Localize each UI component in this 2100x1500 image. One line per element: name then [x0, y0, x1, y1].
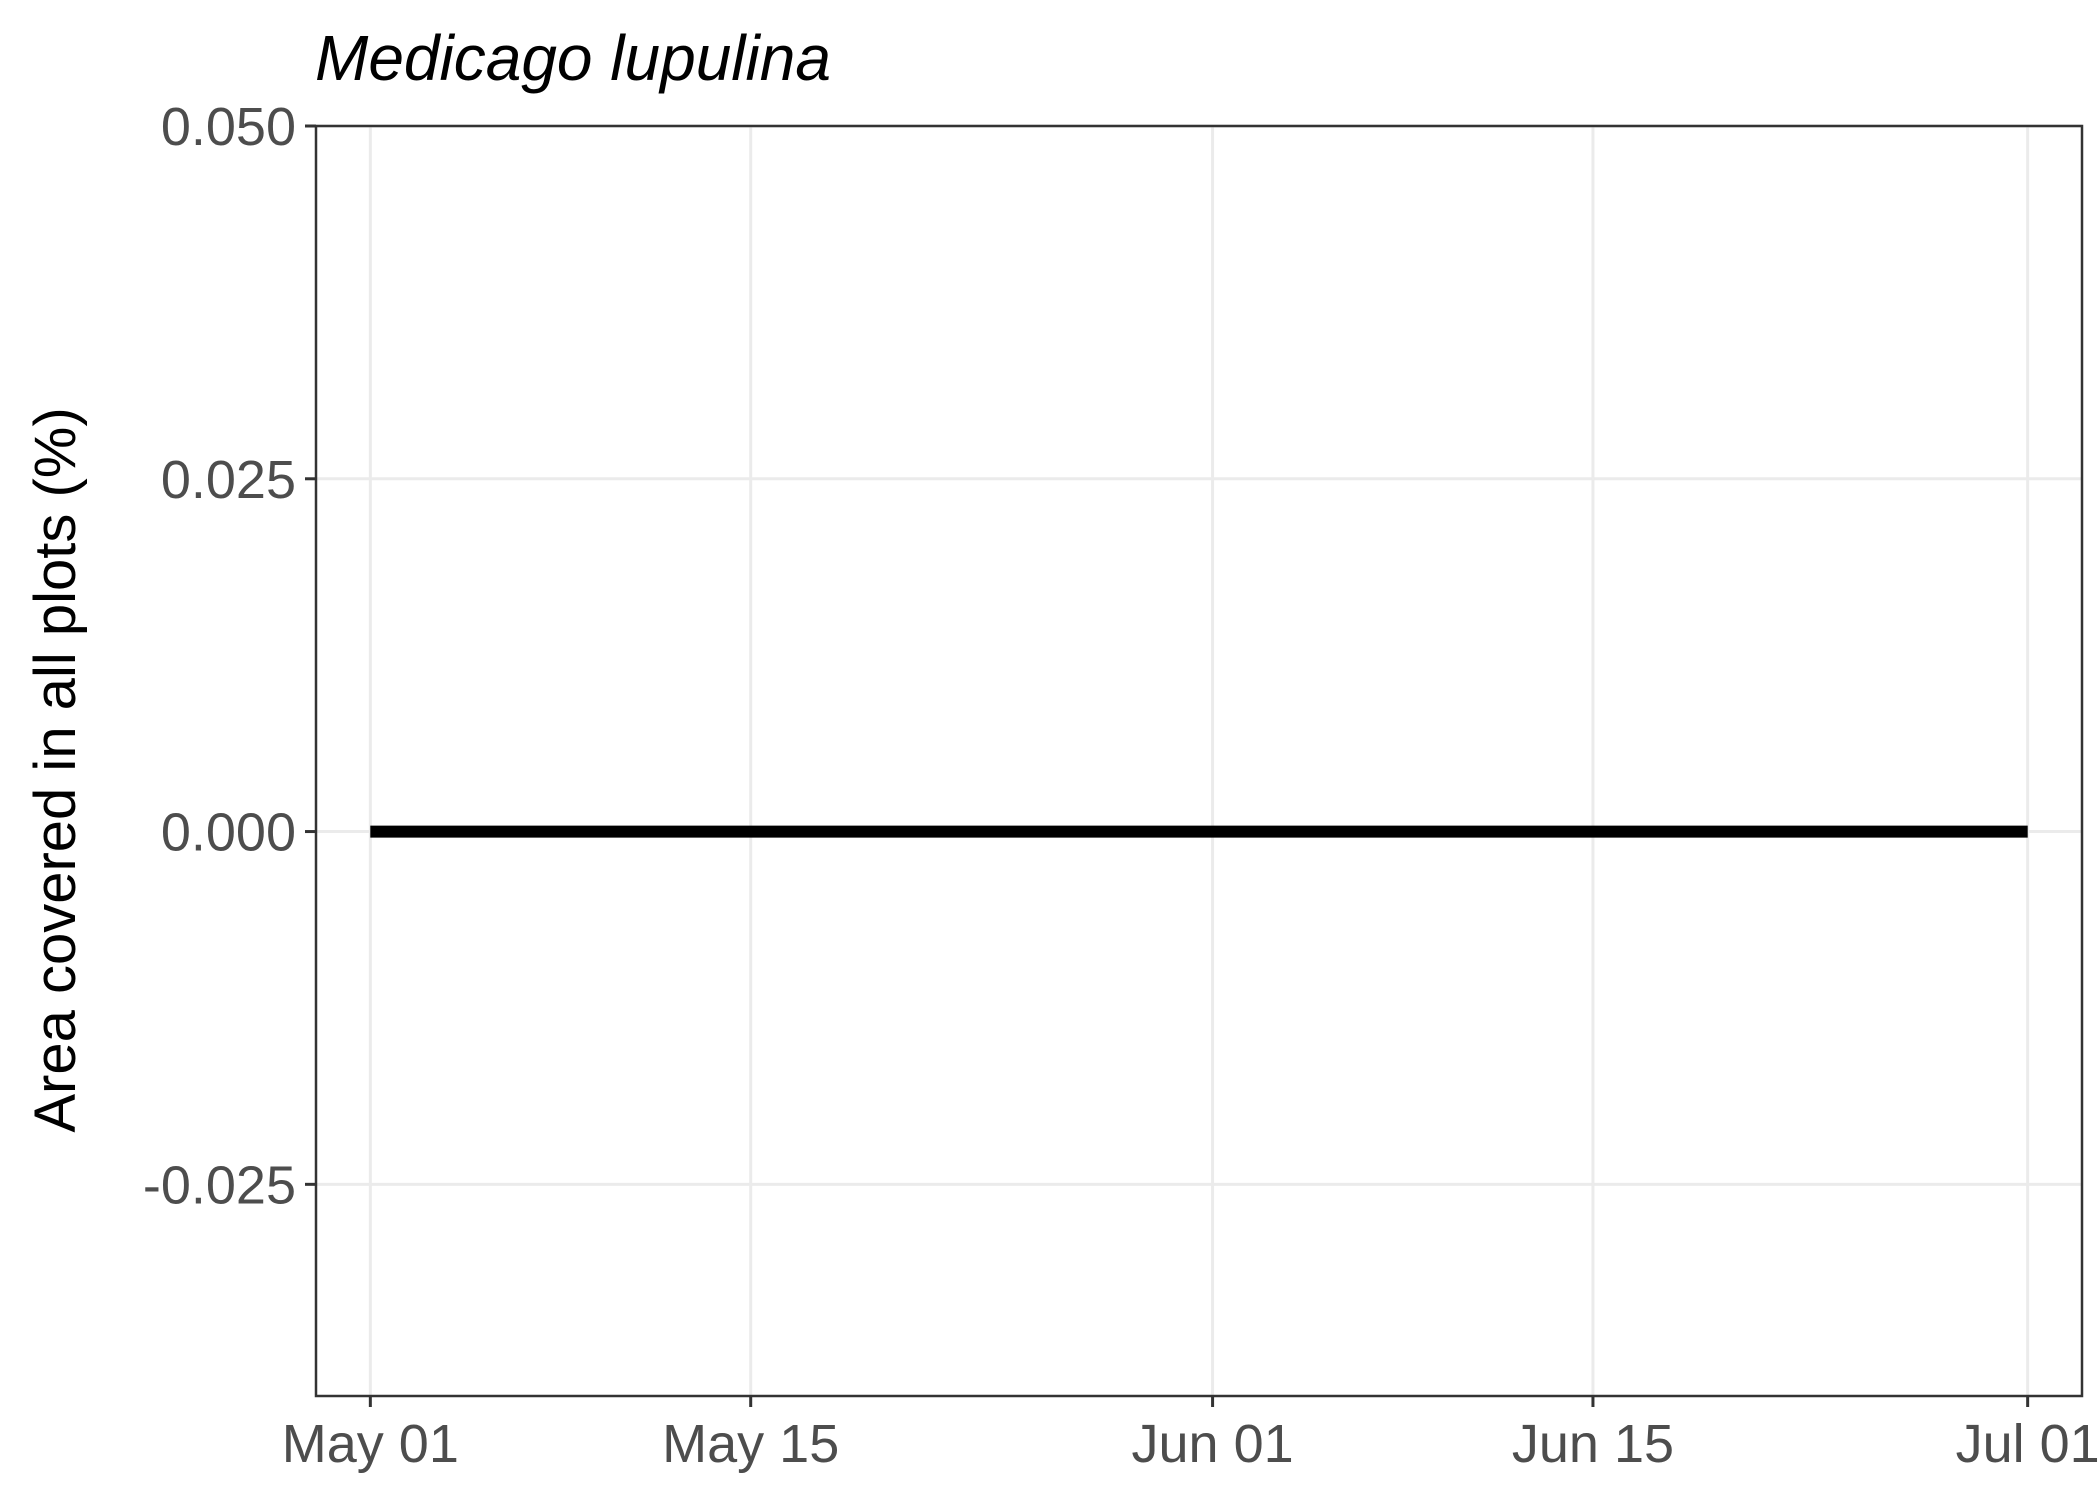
plot-panel-border [314, 124, 2084, 1398]
y-tick-label: -0.025 [143, 1155, 296, 1215]
x-tick-label: Jul 01 [1956, 1414, 2100, 1474]
x-tick-label: May 15 [662, 1414, 839, 1474]
gridlines [316, 124, 2082, 1396]
tick-labels: 0.050 0.025 0.000 -0.025 May 01 May 15 Jun 01 J… [143, 97, 2100, 1474]
x-tick-label: May 01 [282, 1414, 459, 1474]
y-tick-label: 0.000 [161, 803, 296, 863]
y-tick-label: 0.050 [161, 97, 296, 157]
y-tick-label: 0.025 [161, 450, 296, 510]
axis-ticks [305, 124, 2030, 1407]
x-tick-label: Jun 01 [1132, 1414, 1294, 1474]
chart-title: Medicago lupulina [315, 22, 831, 94]
x-tick-label: Jun 15 [1512, 1414, 1674, 1474]
y-axis-label: Area covered in all plots (%) [23, 407, 88, 1132]
